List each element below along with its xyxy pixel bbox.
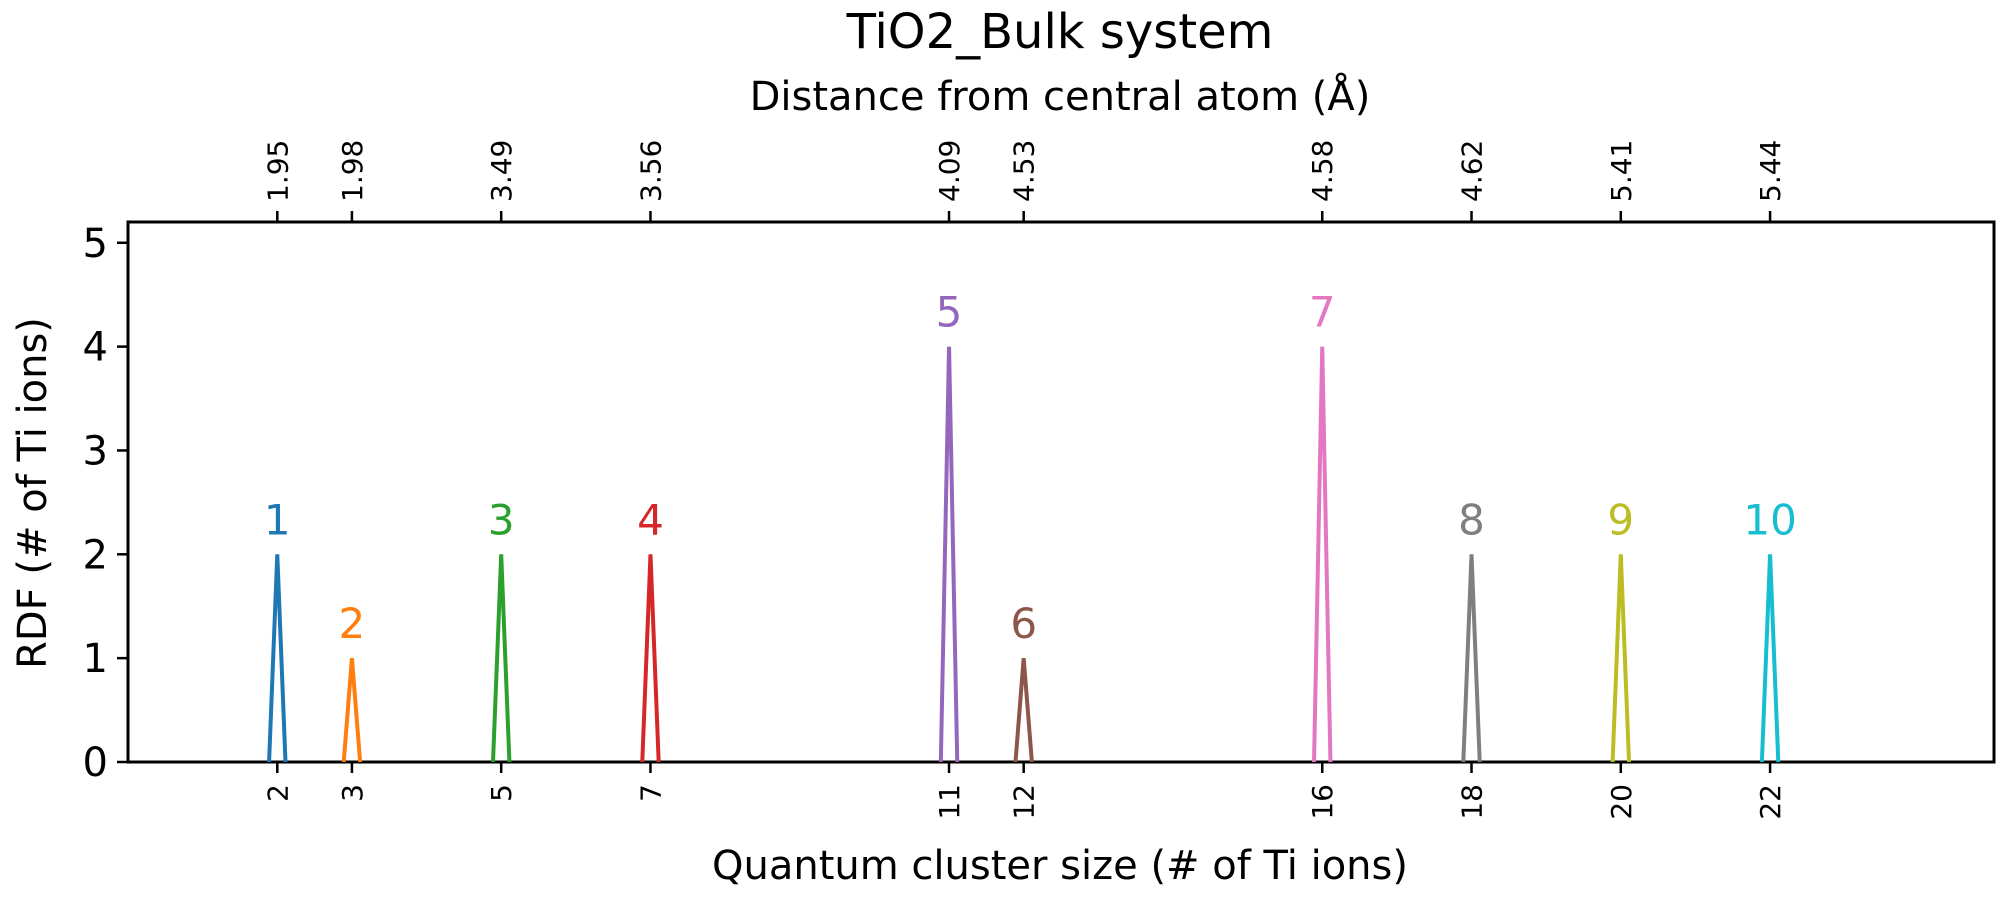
peak-label-6: 6 bbox=[1010, 599, 1037, 648]
peak-label-3: 3 bbox=[488, 495, 515, 544]
peak-line-5 bbox=[938, 346, 960, 763]
x-tick-label-11: 11 bbox=[933, 784, 966, 820]
top-tick-label-3: 3.49 bbox=[485, 140, 518, 202]
peak-line-9 bbox=[1610, 554, 1632, 763]
peak-label-9: 9 bbox=[1607, 495, 1634, 544]
y-tick-label-5: 5 bbox=[83, 221, 108, 267]
x-tick-label-2: 2 bbox=[261, 784, 294, 802]
top-tick-label-1: 1.95 bbox=[261, 140, 294, 202]
x-axis-label: Quantum cluster size (# of Ti ions) bbox=[712, 843, 1408, 889]
peak-line-7 bbox=[1312, 346, 1333, 763]
peak-label-7: 7 bbox=[1309, 288, 1336, 337]
chart-title: TiO2_Bulk system bbox=[846, 4, 1274, 60]
peak-label-8: 8 bbox=[1458, 495, 1485, 544]
x-tick-label-18: 18 bbox=[1456, 784, 1489, 820]
top-tick-label-2: 1.98 bbox=[336, 140, 369, 202]
y-tick-label-0: 0 bbox=[83, 740, 108, 786]
top-tick-label-6: 4.53 bbox=[1008, 140, 1041, 202]
x-tick-label-3: 3 bbox=[336, 784, 369, 802]
peak-line-6 bbox=[1013, 657, 1034, 763]
plot-frame bbox=[126, 220, 1996, 764]
y-tick-label-3: 3 bbox=[83, 428, 108, 474]
x-tick-label-12: 12 bbox=[1008, 784, 1041, 820]
peak-line-3 bbox=[490, 554, 512, 763]
top-tick-label-7: 4.58 bbox=[1306, 140, 1339, 202]
top-tick-label-10: 5.44 bbox=[1754, 140, 1787, 202]
peak-line-10 bbox=[1759, 554, 1781, 763]
y-tick-label-2: 2 bbox=[83, 532, 108, 578]
peak-line-2 bbox=[341, 657, 363, 763]
x-tick-label-20: 20 bbox=[1605, 784, 1638, 820]
top-tick-label-9: 5.41 bbox=[1605, 140, 1638, 202]
peak-label-5: 5 bbox=[936, 288, 963, 337]
top-tick-label-8: 4.62 bbox=[1456, 140, 1489, 202]
y-tick-label-1: 1 bbox=[83, 636, 108, 682]
top-tick-label-4: 3.56 bbox=[634, 140, 667, 202]
x-tick-label-16: 16 bbox=[1306, 784, 1339, 820]
peak-line-8 bbox=[1461, 554, 1482, 763]
top-tick-label-5: 4.09 bbox=[933, 140, 966, 202]
x-tick-label-7: 7 bbox=[634, 784, 667, 802]
peak-label-1: 1 bbox=[264, 495, 291, 544]
peak-label-4: 4 bbox=[637, 495, 664, 544]
peak-line-1 bbox=[267, 554, 288, 763]
peak-label-2: 2 bbox=[339, 599, 366, 648]
top-x-axis-label: Distance from central atom (Å) bbox=[750, 72, 1371, 120]
plot-area: 01234521.95131.98253.49373.564114.095124… bbox=[83, 140, 1996, 820]
x-tick-label-5: 5 bbox=[485, 784, 518, 802]
x-tick-label-22: 22 bbox=[1754, 784, 1787, 820]
peak-label-10: 10 bbox=[1743, 495, 1796, 544]
y-axis-label: RDF (# of Ti ions) bbox=[10, 317, 56, 669]
y-tick-label-4: 4 bbox=[83, 325, 108, 371]
peak-line-4 bbox=[640, 554, 661, 763]
